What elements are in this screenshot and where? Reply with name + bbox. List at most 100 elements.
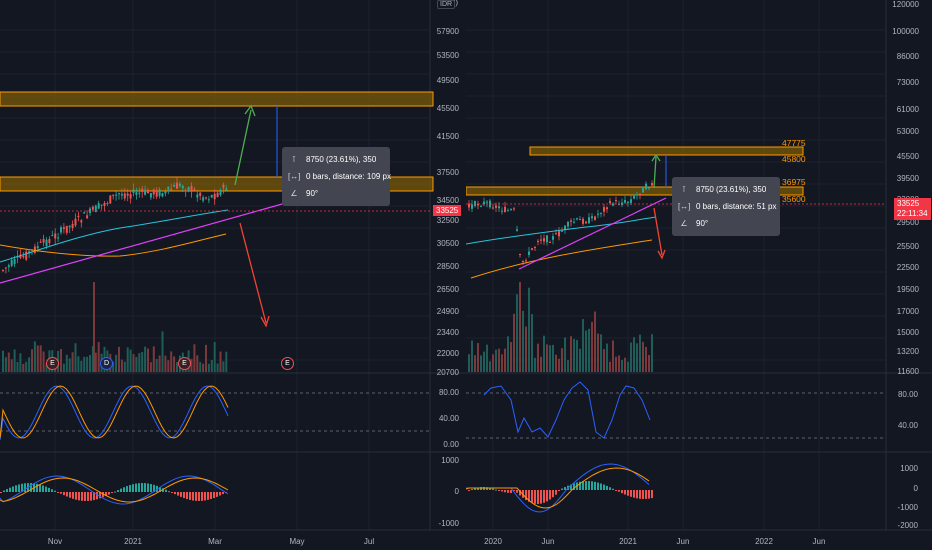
- candle-body: [504, 206, 506, 213]
- candle-body: [22, 255, 25, 258]
- candle-body: [173, 184, 176, 187]
- candle-body: [138, 192, 141, 194]
- volume-bar: [196, 355, 199, 372]
- price-tick-label: 41500: [437, 132, 460, 141]
- macd-histogram-bar: [138, 483, 140, 492]
- candle-body: [222, 184, 225, 188]
- macd-histogram-bar: [195, 492, 197, 501]
- candle-body: [591, 216, 593, 219]
- macd-histogram-bar: [72, 492, 74, 499]
- candle-body: [45, 239, 48, 247]
- candle-body: [187, 187, 190, 191]
- price-tick-label: 13200: [897, 347, 920, 356]
- stoch-tick-label: 80.00: [439, 388, 460, 397]
- earnings-marker-future[interactable]: E: [281, 357, 294, 370]
- candle-body: [10, 260, 13, 266]
- macd-histogram-bar: [597, 482, 599, 490]
- macd-histogram-bar: [645, 490, 647, 499]
- volume-bar: [606, 343, 608, 372]
- volume-bar: [97, 342, 100, 372]
- volume-bar: [123, 361, 126, 372]
- candle-body: [109, 195, 112, 204]
- volume-bar: [537, 343, 539, 372]
- volume-bar: [510, 342, 512, 372]
- macd-histogram-bar: [531, 490, 533, 504]
- candle-body: [106, 202, 109, 204]
- candle-body: [28, 251, 31, 254]
- macd-histogram-bar: [159, 486, 161, 492]
- candle-body: [48, 238, 51, 243]
- volume-bar: [483, 351, 485, 372]
- volume-bar: [603, 349, 605, 372]
- candle-body: [100, 204, 103, 206]
- price-tick-label: 37500: [437, 168, 460, 177]
- macd-histogram-bar: [483, 487, 485, 490]
- macd-histogram-bar: [135, 483, 137, 492]
- macd-histogram-bar: [39, 484, 41, 492]
- macd-histogram-bar: [15, 485, 17, 492]
- target-arrow-up: [653, 156, 657, 189]
- volume-bar: [65, 354, 68, 372]
- candle-body: [170, 188, 173, 190]
- left-chart-canvas[interactable]: 57900 53500 49500 45500 41500 37500 34500 32500…: [0, 0, 466, 550]
- candle-body: [633, 195, 635, 199]
- candle-body: [51, 235, 54, 237]
- macd-histogram-bar: [12, 486, 14, 492]
- target-arrow-down: [653, 207, 663, 256]
- macd-histogram-bar: [141, 483, 143, 492]
- candle-body: [91, 206, 94, 210]
- macd-histogram-bar: [144, 483, 146, 492]
- left-chart-pane[interactable]: 57900 53500 49500 45500 41500 37500 34500 32500…: [0, 0, 466, 550]
- macd-histogram-bar: [36, 483, 38, 492]
- price-tick-label: 34500: [437, 196, 460, 205]
- volume-bar: [167, 360, 170, 372]
- volume-bar: [594, 311, 596, 372]
- volume-bar: [645, 346, 647, 372]
- right-chart-canvas[interactable]: 47775 45800 36975 35600 120000 100000 86000 730…: [466, 0, 932, 550]
- volume-bar: [161, 331, 164, 372]
- macd-histogram-bar: [474, 488, 476, 490]
- candle-body: [594, 216, 596, 220]
- macd-histogram-bar: [99, 492, 101, 499]
- candle-body: [648, 187, 650, 189]
- candle-body: [86, 215, 89, 219]
- macd-tick-label: 1000: [441, 456, 459, 465]
- candle-body: [103, 203, 106, 206]
- time-axis-label: 2020: [484, 537, 502, 546]
- candle-body: [77, 215, 80, 218]
- macd-histogram-bar: [180, 492, 182, 497]
- candle-body: [13, 258, 16, 265]
- volume-bar: [639, 334, 641, 372]
- dividend-marker[interactable]: D: [100, 357, 113, 370]
- ema-teal: [0, 209, 229, 263]
- volume-bar: [489, 361, 491, 372]
- macd-histogram-bar: [603, 484, 605, 490]
- price-tick-label: 25500: [897, 242, 920, 251]
- volume-bar: [543, 335, 545, 372]
- right-chart-pane[interactable]: 47775 45800 36975 35600 120000 100000 86000 730…: [466, 0, 932, 550]
- bars-range-icon: [↔]: [678, 202, 691, 211]
- macd-histogram-bar: [213, 492, 215, 499]
- level-price-label: 35600: [782, 194, 806, 204]
- volume-bar: [16, 361, 19, 372]
- volume-bar: [519, 282, 521, 372]
- macd-histogram-bar: [642, 490, 644, 499]
- earnings-marker[interactable]: E: [178, 357, 191, 370]
- volume-bar: [492, 354, 494, 372]
- candle-body: [190, 185, 193, 192]
- candle-body: [639, 193, 641, 196]
- macd-histogram-bar: [129, 485, 131, 492]
- uptrend-line: [518, 197, 667, 270]
- candle-body: [158, 189, 161, 196]
- candle-body: [94, 205, 97, 213]
- macd-histogram-bar: [93, 492, 95, 501]
- macd-histogram-bar: [609, 487, 611, 490]
- macd-histogram-bar: [471, 489, 473, 491]
- macd-histogram-bar: [486, 487, 488, 490]
- volume-bar: [636, 343, 638, 372]
- macd-histogram-bar: [594, 481, 596, 490]
- macd-histogram-bar: [21, 483, 23, 492]
- candle-body: [612, 203, 614, 206]
- osc-tick-label: 80.00: [898, 390, 919, 399]
- earnings-marker[interactable]: E: [46, 357, 59, 370]
